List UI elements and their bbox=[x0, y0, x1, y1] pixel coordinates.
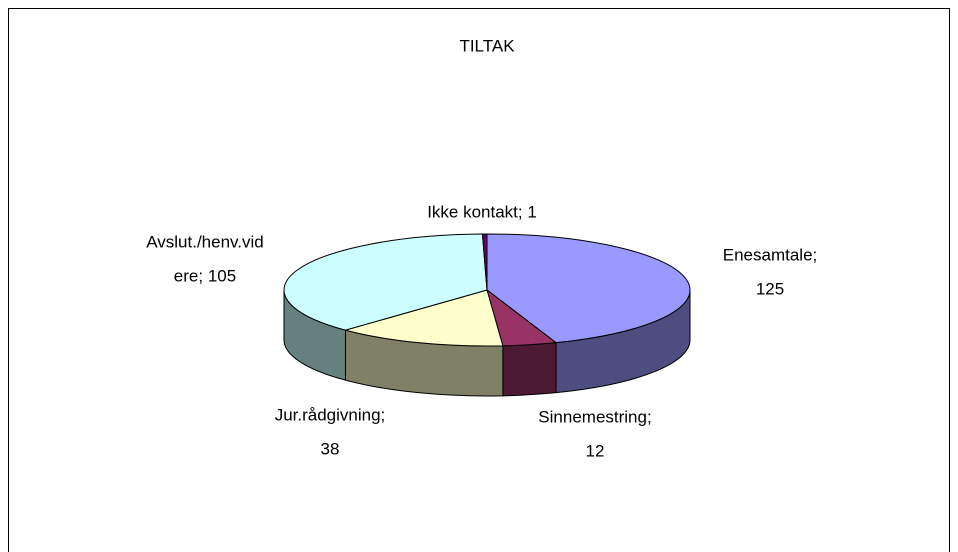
data-label: Jur.rådgivning; bbox=[275, 405, 386, 424]
data-label: 125 bbox=[756, 279, 784, 298]
data-label: Ikke kontakt; 1 bbox=[427, 202, 537, 221]
slice bbox=[283, 233, 488, 331]
data-label: 38 bbox=[321, 439, 340, 458]
slice-side bbox=[502, 342, 557, 397]
data-label: Enesamtale; bbox=[723, 245, 818, 264]
data-label: Avslut./henv.vid bbox=[146, 232, 264, 251]
slice bbox=[481, 233, 488, 291]
data-label: Sinnemestring; bbox=[538, 407, 651, 426]
data-label: ere; 105 bbox=[174, 266, 236, 285]
chart-title: TILTAK bbox=[459, 36, 515, 55]
slice bbox=[486, 233, 691, 344]
data-label: 12 bbox=[586, 441, 605, 460]
slice bbox=[343, 289, 504, 347]
